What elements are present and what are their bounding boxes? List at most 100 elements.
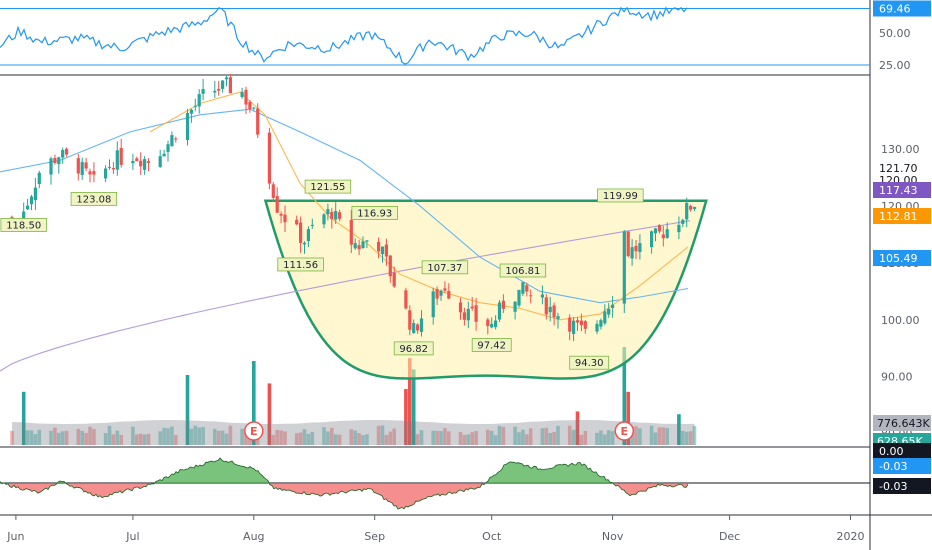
earnings-label: E [621, 425, 629, 438]
time-tick-label: Sep [364, 530, 385, 543]
time-tick-label: Nov [602, 530, 624, 543]
rsi-line [0, 8, 687, 64]
price-tick-label: 100.00 [881, 314, 920, 327]
macd-tag: -0.03 [873, 458, 931, 474]
price-annotation: 111.56 [278, 258, 324, 271]
time-tick-label: Aug [243, 530, 264, 543]
candle [38, 171, 41, 188]
candle [159, 150, 162, 168]
price-tag: 105.49 [873, 250, 931, 266]
price-tick-label: 130.00 [881, 143, 920, 156]
candle [498, 300, 501, 322]
macd-tag-label: 0.00 [879, 445, 904, 458]
candle [517, 290, 520, 308]
price-tag-label: 112.81 [879, 210, 918, 223]
annotation-label: 107.37 [427, 263, 462, 274]
macd-tag-label: -0.03 [879, 460, 907, 473]
candle [256, 103, 259, 138]
price-annotation: 119.99 [598, 189, 644, 202]
candle [198, 89, 201, 114]
candle [248, 100, 251, 113]
time-tick-label: Dec [719, 530, 740, 543]
macd-tag: 0.00 [873, 443, 931, 459]
candle [34, 178, 37, 210]
price-tag: 112.81 [873, 208, 931, 224]
macd-positive-area [0, 458, 688, 483]
earnings-label: E [250, 425, 258, 438]
time-tick-label: Oct [482, 530, 502, 543]
volume-tag-label: 776.643K [877, 417, 930, 430]
candle [81, 158, 84, 180]
price-annotation: 94.30 [570, 356, 609, 369]
candle [131, 154, 134, 170]
candle [104, 165, 107, 182]
price-annotation: 116.93 [352, 206, 398, 219]
price-annotation: 118.50 [1, 218, 47, 231]
candle [147, 158, 150, 171]
candle [225, 76, 228, 86]
rsi-tick-label: 25.00 [879, 59, 911, 72]
candle [135, 157, 138, 162]
candle [229, 74, 232, 93]
rsi-tag-label: 69.46 [879, 3, 911, 16]
time-tick-label: Jul [125, 530, 139, 543]
annotation-label: 111.56 [283, 260, 318, 271]
candle [77, 154, 80, 181]
candle [65, 147, 68, 156]
earnings-marker: E [245, 422, 263, 440]
annotation-label: 106.81 [505, 266, 540, 277]
candle [61, 148, 64, 164]
annotation-label: 121.55 [310, 182, 345, 193]
price-annotation: 106.81 [500, 264, 546, 277]
candle [112, 162, 115, 174]
candle [268, 128, 271, 189]
candle [108, 159, 111, 169]
candle [217, 81, 220, 96]
candle [404, 288, 407, 310]
volume-tag: 776.643K [873, 415, 931, 431]
candle [627, 231, 630, 257]
annotation-label: 96.82 [399, 344, 428, 355]
candle [88, 169, 91, 183]
annotation-label: 119.99 [603, 191, 638, 202]
candle [170, 131, 173, 146]
candle [26, 199, 29, 210]
price-tag: 117.43 [873, 182, 931, 198]
candle [272, 182, 275, 202]
candle [190, 109, 193, 123]
candle [143, 156, 146, 175]
candle [49, 157, 52, 185]
candle [276, 187, 279, 213]
annotation-label: 97.42 [477, 340, 506, 351]
price-tag-label: 117.43 [879, 184, 918, 197]
volume-average-area [12, 420, 695, 445]
time-tick-label: Jun [6, 530, 24, 543]
candle [202, 79, 205, 100]
time-tick-label: 2020 [837, 530, 865, 543]
candle [252, 107, 255, 110]
price-annotation: 97.42 [472, 338, 511, 351]
candle [623, 230, 626, 313]
rsi-tick-label: 50.00 [879, 27, 911, 40]
earnings-marker: E [615, 422, 633, 440]
macd-negative-area [0, 483, 688, 509]
annotation-label: 123.08 [76, 194, 111, 205]
macd-tag-label: -0.03 [879, 480, 907, 493]
macd-tag: -0.03 [873, 478, 931, 494]
candle [92, 162, 95, 182]
candle [30, 195, 33, 210]
candle [57, 157, 60, 174]
price-tick-label: 90.00 [881, 371, 913, 384]
candle [116, 141, 119, 175]
candle [174, 137, 177, 143]
annotation-label: 118.50 [6, 220, 41, 231]
candle [241, 88, 244, 99]
price-annotation: 121.55 [305, 180, 351, 193]
candle [163, 150, 166, 157]
candle [186, 109, 189, 145]
candle [221, 80, 224, 93]
candle [166, 141, 169, 162]
candle [213, 81, 216, 98]
annotation-label: 94.30 [575, 358, 604, 369]
